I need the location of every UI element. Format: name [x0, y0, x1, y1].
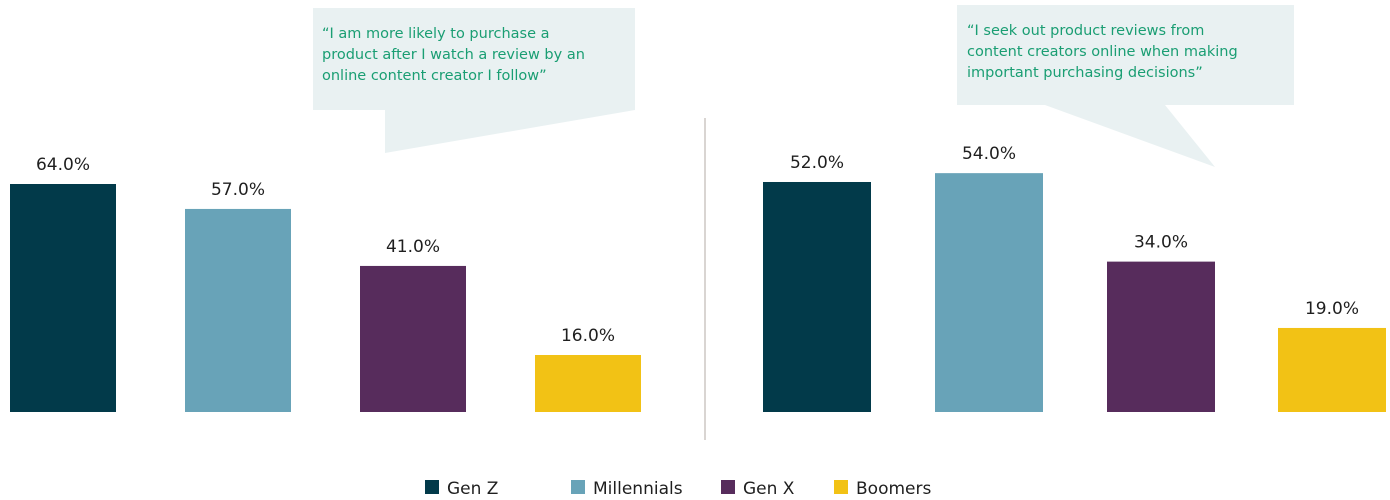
legend-swatch: [721, 480, 735, 494]
bar-gen-z: [763, 181, 871, 412]
legend-item: Boomers: [834, 479, 931, 499]
value-label: 57.0%: [211, 180, 265, 200]
legend-swatch: [571, 480, 585, 494]
callout: “I seek out product reviews from content …: [957, 5, 1294, 167]
callout-text-line: content creators online when making: [967, 44, 1238, 60]
bar-boomers: [535, 355, 641, 412]
chart-panel-2: “I seek out product reviews from content …: [763, 5, 1386, 412]
callout-text-line: online content creator I follow”: [322, 68, 547, 84]
callout-tail: [385, 110, 635, 153]
value-label: 16.0%: [561, 326, 615, 346]
callout-text-line: important purchasing decisions”: [967, 65, 1203, 81]
callout-box: [313, 8, 635, 110]
callout-text-line: product after I watch a review by an: [322, 47, 585, 63]
bar-millennials: [185, 208, 291, 412]
value-label: 54.0%: [962, 144, 1016, 164]
legend-label: Gen X: [743, 479, 795, 499]
callout-text-line: “I seek out product reviews from: [967, 23, 1204, 39]
legend-label: Millennials: [593, 479, 683, 499]
value-label: 19.0%: [1305, 299, 1359, 319]
legend-item: Gen Z: [425, 479, 498, 499]
value-label: 64.0%: [36, 155, 90, 175]
legend-item: Gen X: [721, 479, 795, 499]
value-label: 52.0%: [790, 153, 844, 173]
callout-text-line: “I am more likely to purchase a: [322, 26, 549, 42]
legend-item: Millennials: [571, 479, 683, 499]
callout-tail: [1045, 105, 1215, 167]
bar-boomers: [1278, 327, 1386, 412]
legend-label: Boomers: [856, 479, 931, 499]
chart-panel-1: “I am more likely to purchase a product a…: [10, 8, 641, 412]
value-label: 41.0%: [386, 237, 440, 257]
legend-swatch: [834, 480, 848, 494]
bar-gen-x: [1107, 261, 1215, 412]
bar-gen-x: [360, 265, 466, 412]
callout: “I am more likely to purchase a product a…: [313, 8, 635, 153]
bar-gen-z: [10, 184, 116, 412]
legend-swatch: [425, 480, 439, 494]
bar-millennials: [935, 173, 1043, 412]
legend: Gen Z Millennials Gen X Boomers: [425, 479, 931, 499]
callout-box: [957, 5, 1294, 105]
legend-label: Gen Z: [447, 479, 498, 499]
chart-panels: “I am more likely to purchase a product a…: [10, 5, 1386, 412]
value-label: 34.0%: [1134, 233, 1188, 253]
